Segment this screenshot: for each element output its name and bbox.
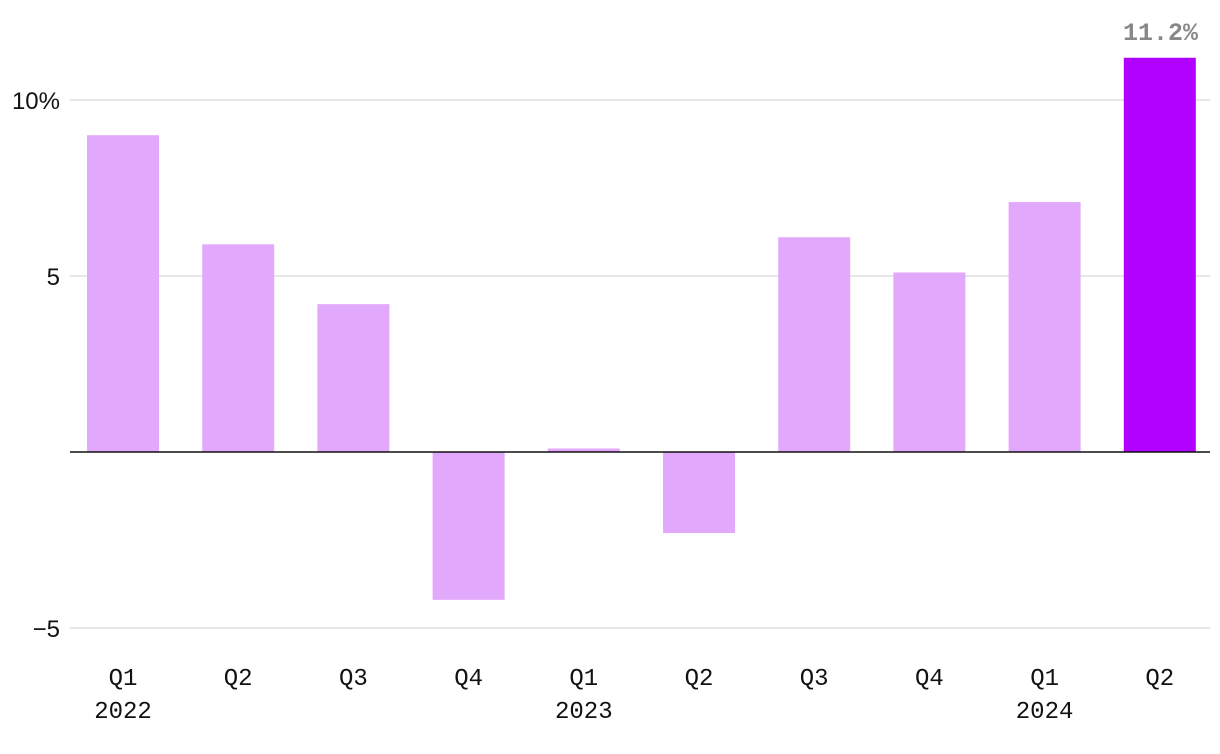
bar-7 bbox=[893, 272, 966, 452]
x-axis-labels: Q1 2022 Q2 Q3 Q4 Q1 2023 Q2 Q3 Q4 Q1 2024 Q2 bbox=[94, 666, 1174, 726]
x-quarter-label-1: Q2 bbox=[224, 666, 253, 693]
x-quarter-label-0: Q1 bbox=[109, 666, 138, 693]
x-year-label-8: 2024 bbox=[1016, 699, 1074, 726]
x-quarter-label-3: Q4 bbox=[454, 666, 483, 693]
x-quarter-label-5: Q2 bbox=[685, 666, 714, 693]
bar-6 bbox=[778, 237, 851, 452]
bar-2 bbox=[317, 304, 390, 452]
x-quarter-label-7: Q4 bbox=[915, 666, 944, 693]
highlight-data-label: 11.2% bbox=[1123, 19, 1199, 48]
x-quarter-label-4: Q1 bbox=[569, 666, 598, 693]
bar-1 bbox=[202, 244, 275, 452]
y-tick-label-1: 5 bbox=[47, 264, 60, 291]
bar-4 bbox=[547, 448, 620, 452]
y-axis-tick-labels: 10% 5 −5 bbox=[12, 88, 60, 643]
bar-5 bbox=[663, 452, 735, 533]
x-year-label-0: 2022 bbox=[94, 699, 152, 726]
bar-9 bbox=[1123, 57, 1196, 452]
bar-3 bbox=[432, 452, 505, 600]
bar-0 bbox=[87, 135, 159, 452]
bars bbox=[87, 57, 1196, 600]
x-year-label-4: 2023 bbox=[555, 699, 613, 726]
bar-8 bbox=[1008, 202, 1081, 452]
x-quarter-label-2: Q3 bbox=[339, 666, 368, 693]
x-quarter-label-9: Q2 bbox=[1145, 666, 1174, 693]
x-quarter-label-8: Q1 bbox=[1030, 666, 1059, 693]
y-tick-label-2: −5 bbox=[33, 616, 60, 643]
x-quarter-label-6: Q3 bbox=[800, 666, 829, 693]
y-tick-label-0: 10% bbox=[12, 88, 60, 115]
